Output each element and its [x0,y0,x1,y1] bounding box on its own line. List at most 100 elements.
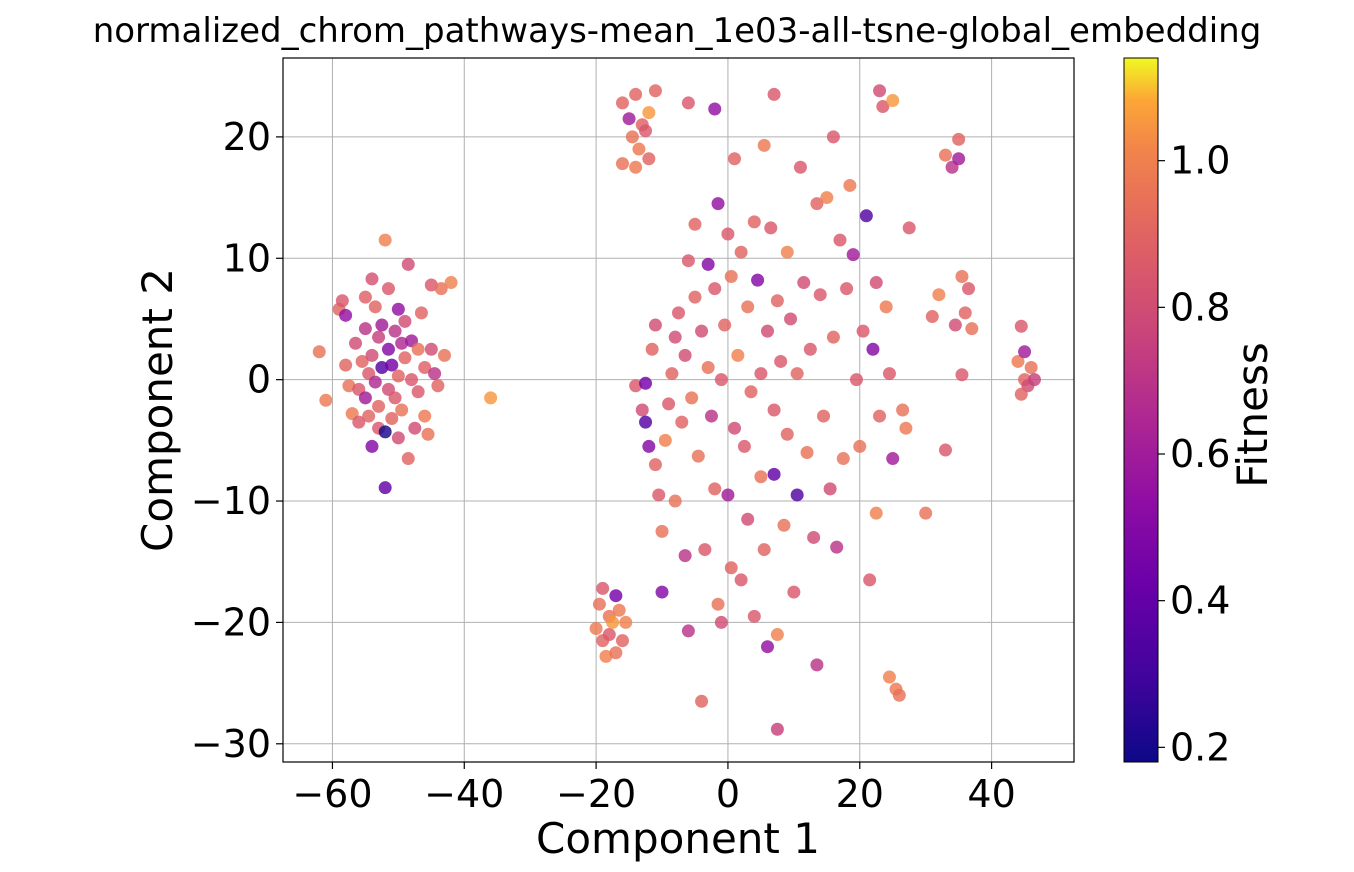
scatter-point [414,306,428,320]
scatter-point [378,481,392,495]
scatter-point [813,288,827,302]
scatter-point [642,152,656,166]
scatter-point [807,530,821,544]
scatter-point [899,421,913,435]
colorbar-tick-label: 0.6 [1170,432,1230,476]
scatter-point [349,336,363,350]
scatter-point [955,368,969,382]
scatter-point [849,373,863,387]
scatter-point [780,427,794,441]
scatter-point [668,330,682,344]
scatter-point [800,445,814,459]
scatter-point [629,379,643,393]
scatter-point [378,233,392,247]
scatter-point [592,597,606,611]
scatter-point [1011,354,1025,368]
scatter-point [962,282,976,296]
scatter-point [701,257,715,271]
x-tick-label: 20 [836,772,884,816]
scatter-point [823,482,837,496]
x-tick-label: −40 [424,772,504,816]
scatter-point [830,540,844,554]
scatter-point [803,342,817,356]
scatter-point [391,302,405,316]
scatter-point [602,628,616,642]
scatter-point [358,391,372,405]
y-tick-label: −20 [191,600,271,644]
scatter-point [790,367,804,381]
scatter-point [734,573,748,587]
scatter-point [747,215,761,229]
chart-title: normalized_chrom_pathways-mean_1e03-all-… [93,11,1262,51]
scatter-point [639,415,653,429]
scatter-point [391,431,405,445]
colorbar [1123,57,1159,763]
scatter-point [428,367,442,381]
scatter-point [695,694,709,708]
scatter-point [938,443,952,457]
scatter-point [698,543,712,557]
scatter-point [665,367,679,381]
scatter-point [780,245,794,259]
scatter-point [952,132,966,146]
scatter-point [810,658,824,672]
scatter-point [691,449,705,463]
scatter-point [932,288,946,302]
scatter-point [395,336,409,350]
scatter-point [760,640,774,654]
scatter-point [398,351,412,365]
scatter-point [365,348,379,362]
scatter-point [873,409,887,423]
scatter-point [662,397,676,411]
scatter-point [609,589,623,603]
scatter-point [339,308,353,322]
x-axis-ticks: −60 −40 −20 0 20 40 [292,762,1016,816]
scatter-point [882,670,896,684]
scatter-point [401,257,415,271]
scatter-point [793,160,807,174]
scatter-point [820,191,834,205]
scatter-point [619,615,633,629]
scatter-point [724,561,738,575]
scatter-point [639,124,653,138]
scatter-point [645,342,659,356]
scatter-point [358,322,372,336]
scatter-point [721,227,735,241]
scatter-point [728,421,742,435]
scatter-point [372,399,386,413]
scatter-point [958,306,972,320]
scatter-point [767,87,781,101]
scatter-point [747,609,761,623]
scatter-point [853,439,867,453]
scatter-point [378,425,392,439]
scatter-point [863,573,877,587]
scatter-point [648,458,662,472]
scatter-point [787,585,801,599]
scatter-point [418,361,432,375]
scatter-point [737,439,751,453]
scatter-point [764,221,778,235]
scatter-point [965,322,979,336]
scatter-point [372,330,386,344]
scatter-point [678,549,692,563]
scatter-point [879,300,893,314]
scatter-point [362,409,376,423]
scatter-point [655,524,669,538]
scatter-point [790,488,804,502]
scatter-point [411,385,425,399]
scatter-point [869,506,883,520]
scatter-point [596,581,610,595]
x-tick-label: 40 [967,772,1015,816]
scatter-point [484,391,498,405]
scatter-point [708,102,722,116]
scatter-point [859,209,873,223]
scatter-point [625,130,639,144]
scatter-point [757,138,771,152]
x-tick-label: −20 [556,772,636,816]
scatter-point [408,421,422,435]
scatter-point [352,415,366,429]
scatter-point [744,385,758,399]
scatter-point [770,722,784,736]
scatter-point [391,369,405,383]
scatter-point [424,342,438,356]
